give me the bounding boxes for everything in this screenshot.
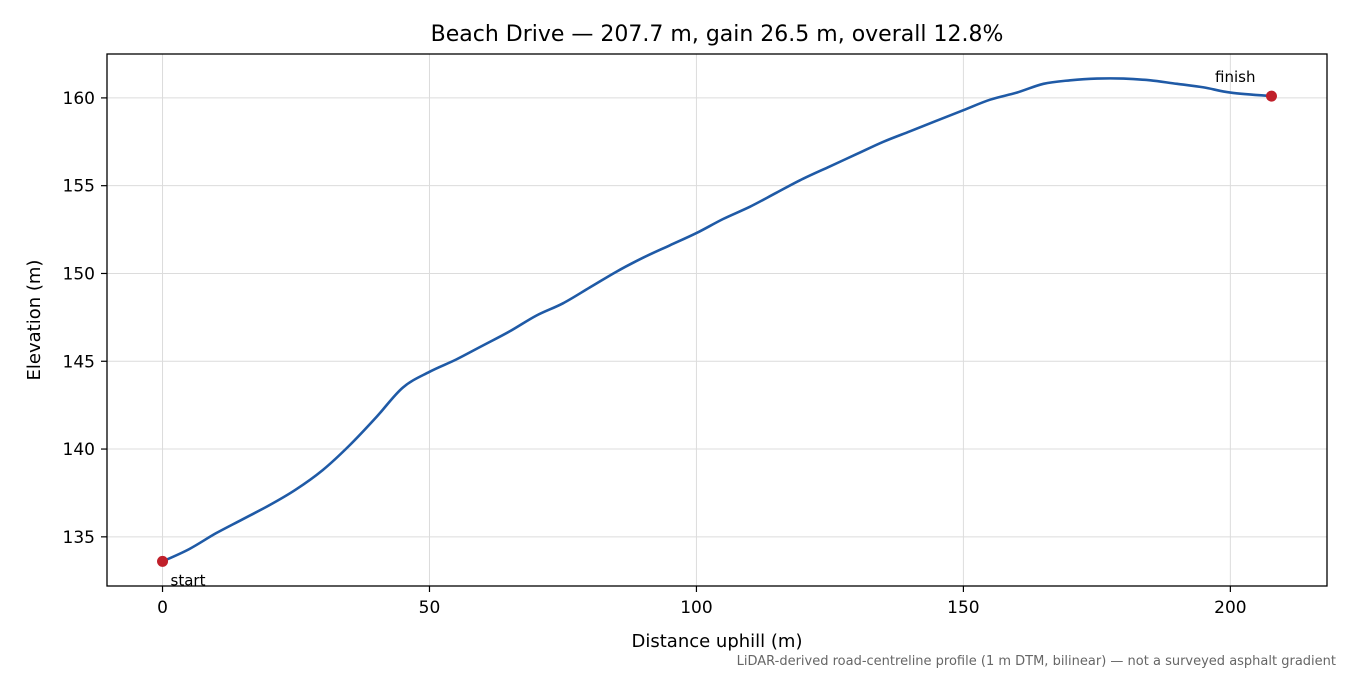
elevation-line [161,77,1273,563]
start-marker [157,555,169,567]
y-tick-label: 150 [63,264,95,284]
y-tick-label: 140 [63,440,95,460]
chart-title: Beach Drive — 207.7 m, gain 26.5 m, over… [431,22,1004,47]
y-tick-label: 155 [63,177,95,197]
y-tick-label: 135 [63,528,95,548]
plot-frame [106,53,1328,587]
x-axis-ticks: 0 50 100 150 200 [157,586,1247,618]
x-tick-label: 50 [419,598,441,618]
series-layer [161,77,1273,563]
x-tick-label: 200 [1214,598,1246,618]
finish-marker [1265,90,1277,102]
marker-layer: start finish [157,68,1277,589]
footnote: LiDAR-derived road-centreline profile (1… [737,654,1336,669]
y-axis-label: Elevation (m) [24,260,45,381]
y-tick-label: 160 [63,89,95,109]
x-tick-label: 0 [157,598,168,618]
finish-label: finish [1215,68,1255,86]
x-tick-label: 100 [680,598,712,618]
start-label: start [171,571,206,589]
x-tick-label: 150 [947,598,979,618]
y-axis-ticks: 135 140 145 150 155 160 [63,89,107,548]
grid [107,54,1327,586]
x-axis-label: Distance uphill (m) [632,631,803,652]
y-tick-label: 145 [63,352,95,372]
